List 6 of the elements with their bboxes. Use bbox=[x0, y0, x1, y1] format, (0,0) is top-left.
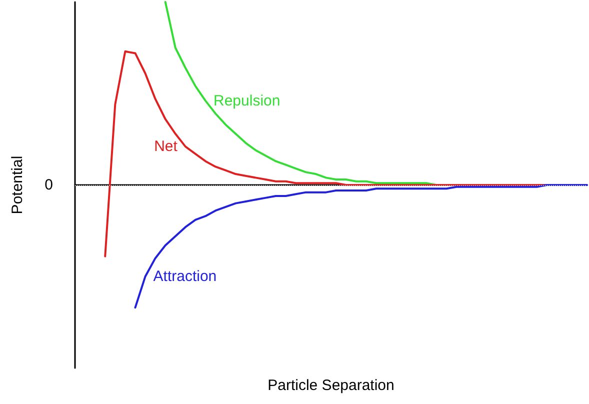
series-label: Net bbox=[154, 138, 178, 156]
y-axis-title: Potential bbox=[9, 156, 26, 214]
ref-line-label: 0 bbox=[44, 176, 53, 194]
series-label: Attraction bbox=[153, 268, 217, 285]
series-label: Repulsion bbox=[214, 92, 280, 110]
x-axis-title: Particle Separation bbox=[268, 377, 394, 394]
